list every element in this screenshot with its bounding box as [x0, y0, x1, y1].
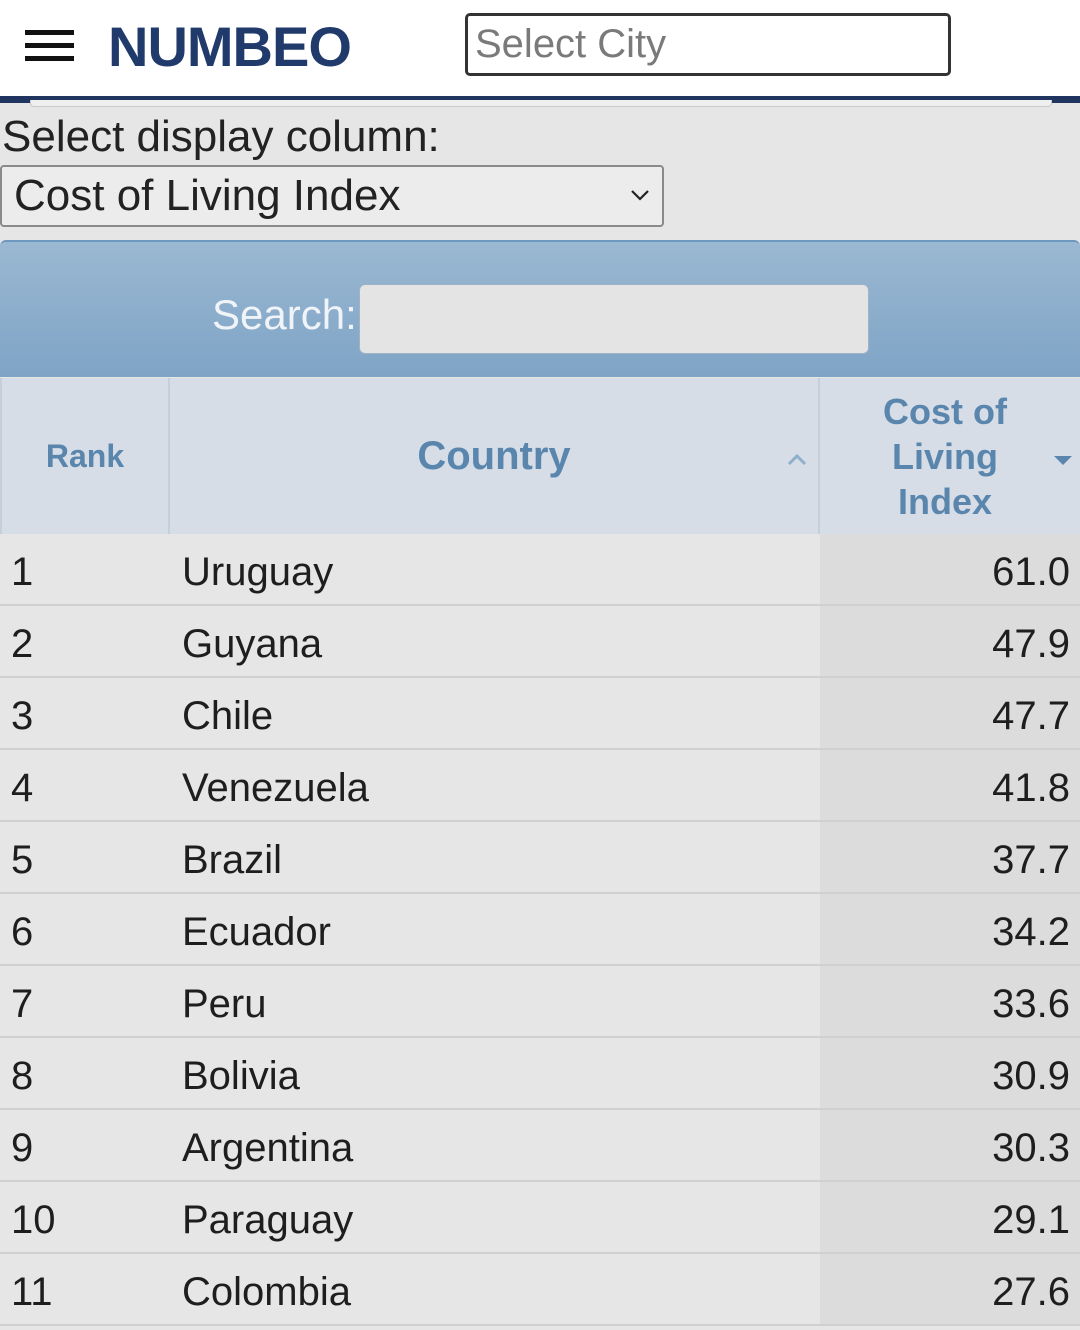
- search-label: Search:: [212, 291, 357, 338]
- cost-of-living-index-cell: 33.6: [820, 966, 1080, 1036]
- country-cell: Bolivia: [170, 1038, 820, 1108]
- table-body: 1 Uruguay 61.0 2 Guyana 47.9 3 Chile 47.7 4 Venezu…: [0, 534, 1080, 1326]
- select-city-input[interactable]: [465, 13, 951, 76]
- column-header-country[interactable]: Country: [170, 378, 820, 534]
- column-header-country-label: Country: [417, 433, 571, 478]
- rank-cell: 4: [0, 750, 170, 820]
- collapsed-panel-edge: [30, 100, 1052, 107]
- cost-of-living-index-cell: 30.3: [820, 1110, 1080, 1180]
- rank-cell: 11: [0, 1254, 170, 1324]
- table-row[interactable]: 6 Ecuador 34.2: [0, 894, 1080, 966]
- country-cell: Ecuador: [170, 894, 820, 964]
- rank-cell: 3: [0, 678, 170, 748]
- table-header: Rank Country Cost of Living Index: [0, 378, 1080, 536]
- rank-cell: 8: [0, 1038, 170, 1108]
- country-cell: Chile: [170, 678, 820, 748]
- country-cell: Uruguay: [170, 534, 820, 604]
- rank-cell: 10: [0, 1182, 170, 1252]
- country-cell: Guyana: [170, 606, 820, 676]
- rank-cell: 9: [0, 1110, 170, 1180]
- table-row[interactable]: 7 Peru 33.6: [0, 966, 1080, 1038]
- top-navigation-bar: NUMBEO: [0, 0, 1080, 96]
- cost-of-living-index-cell: 27.6: [820, 1254, 1080, 1324]
- table-row[interactable]: 8 Bolivia 30.9: [0, 1038, 1080, 1110]
- column-header-cost-of-living-index[interactable]: Cost of Living Index: [820, 378, 1080, 534]
- cost-of-living-index-cell: 47.9: [820, 606, 1080, 676]
- header-divider: [0, 96, 1080, 103]
- chevron-down-icon: [631, 190, 649, 201]
- column-header-index-label: Cost of Living Index: [883, 390, 1007, 522]
- display-column-select[interactable]: Cost of Living Index: [0, 165, 664, 227]
- numbeo-logo[interactable]: NUMBEO: [108, 15, 352, 78]
- cost-of-living-index-cell: 41.8: [820, 750, 1080, 820]
- cost-of-living-index-cell: 34.2: [820, 894, 1080, 964]
- display-column-label: Select display column:: [2, 112, 440, 161]
- cost-of-living-index-cell: 30.9: [820, 1038, 1080, 1108]
- column-header-rank-label: Rank: [45, 437, 125, 474]
- table-row[interactable]: 11 Colombia 27.6: [0, 1254, 1080, 1326]
- rank-cell: 2: [0, 606, 170, 676]
- rank-cell: 6: [0, 894, 170, 964]
- table-row[interactable]: 1 Uruguay 61.0: [0, 534, 1080, 606]
- country-cell: Brazil: [170, 822, 820, 892]
- table-search-input[interactable]: [359, 284, 869, 354]
- cost-of-living-index-cell: 47.7: [820, 678, 1080, 748]
- table-row[interactable]: 10 Paraguay 29.1: [0, 1182, 1080, 1254]
- rank-cell: 7: [0, 966, 170, 1036]
- cost-of-living-index-cell: 29.1: [820, 1182, 1080, 1252]
- country-cell: Argentina: [170, 1110, 820, 1180]
- table-row[interactable]: 2 Guyana 47.9: [0, 606, 1080, 678]
- table-row[interactable]: 5 Brazil 37.7: [0, 822, 1080, 894]
- table-row[interactable]: 3 Chile 47.7: [0, 678, 1080, 750]
- display-column-selected-value: Cost of Living Index: [14, 171, 401, 220]
- country-cell: Peru: [170, 966, 820, 1036]
- sort-ascending-icon: [787, 453, 807, 466]
- country-cell: Venezuela: [170, 750, 820, 820]
- hamburger-menu-icon[interactable]: [25, 30, 74, 62]
- country-cell: Paraguay: [170, 1182, 820, 1252]
- sort-descending-icon: [1054, 456, 1072, 465]
- rank-cell: 1: [0, 534, 170, 604]
- column-header-rank[interactable]: Rank: [0, 378, 170, 534]
- table-row[interactable]: 9 Argentina 30.3: [0, 1110, 1080, 1182]
- cost-of-living-index-cell: 61.0: [820, 534, 1080, 604]
- table-row[interactable]: 4 Venezuela 41.8: [0, 750, 1080, 822]
- country-cell: Colombia: [170, 1254, 820, 1324]
- cost-of-living-index-cell: 37.7: [820, 822, 1080, 892]
- rank-cell: 5: [0, 822, 170, 892]
